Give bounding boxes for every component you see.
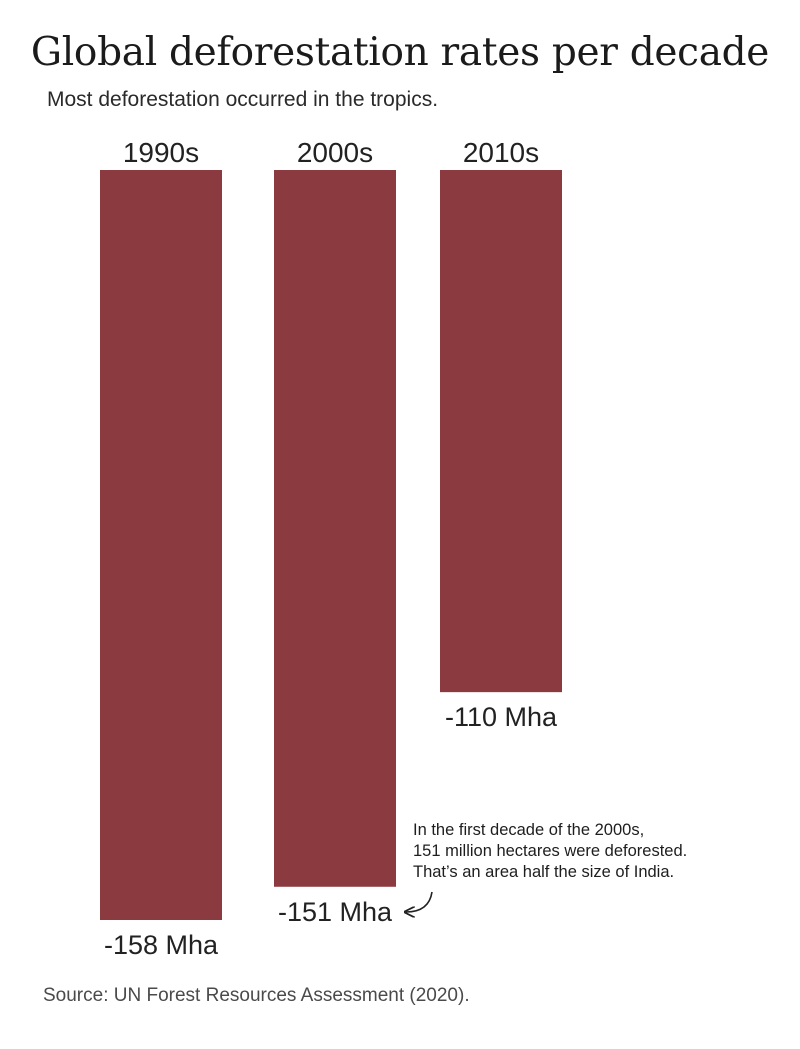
source-note: Source: UN Forest Resources Assessment (… <box>43 985 470 1006</box>
bar-2010s <box>440 170 562 693</box>
annotation-line-2: 151 million hectares were deforested. <box>413 842 688 860</box>
annotation-line-1: In the first decade of the 2000s, <box>413 821 645 839</box>
annotation-text: In the first decade of the 2000s, 151 mi… <box>413 820 687 883</box>
annotation-line-3: That’s an area half the size of India. <box>413 863 675 881</box>
bar-2000s <box>274 170 396 887</box>
category-label-2000s: 2000s <box>297 137 373 168</box>
chart-title: Global deforestation rates per decade <box>30 30 770 75</box>
bars-layer: 1990s -158 Mha 2000s -151 Mha 2010s -110 Mha <box>100 137 562 960</box>
category-label-2010s: 2010s <box>463 137 539 168</box>
chart-subtitle: Most deforestation occurred in the tropi… <box>47 88 439 111</box>
annotation-arrow <box>406 891 433 912</box>
category-label-1990s: 1990s <box>123 137 199 168</box>
value-label-2000s: -151 Mha <box>278 897 393 927</box>
value-label-2010s: -110 Mha <box>445 702 558 732</box>
bar-1990s <box>100 170 222 920</box>
value-label-1990s: -158 Mha <box>104 930 219 960</box>
